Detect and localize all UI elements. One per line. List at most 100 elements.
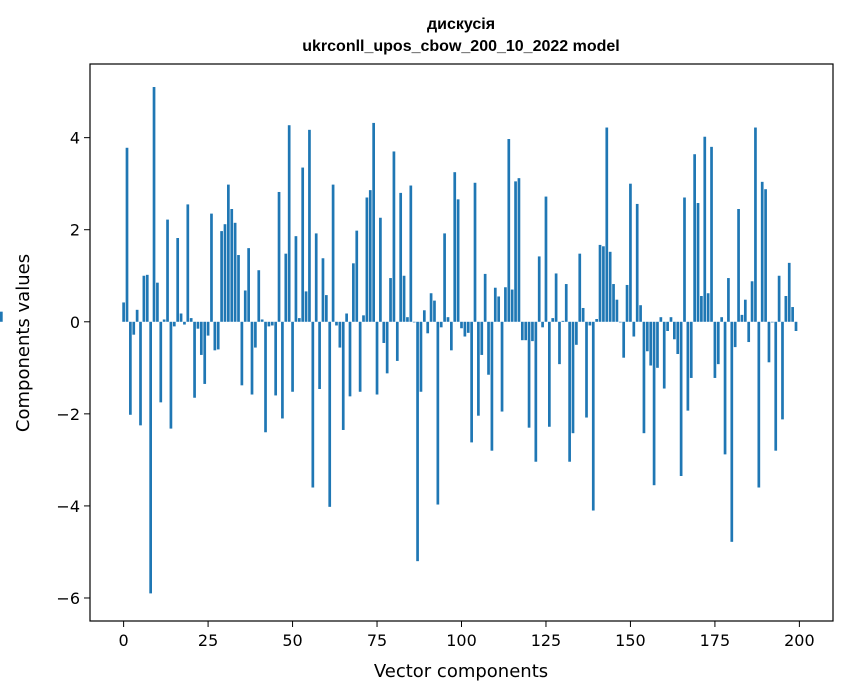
bar-110 — [493, 287, 497, 322]
x-axis-label: Vector components — [374, 661, 548, 682]
bar-18 — [183, 321, 186, 325]
bar-176 — [716, 321, 720, 365]
bar-87 — [416, 321, 419, 562]
bar-25 — [206, 321, 210, 336]
bar-90 — [426, 321, 430, 334]
bar-136 — [581, 307, 585, 322]
bar-116 — [514, 181, 517, 322]
bar-167 — [686, 321, 690, 411]
bar-153 — [639, 305, 642, 322]
bar-46 — [277, 191, 281, 322]
bar-188 — [757, 321, 761, 488]
bar-29 — [220, 231, 223, 322]
bar-51 — [294, 236, 298, 322]
x-tick-label: 75 — [367, 631, 387, 650]
bar-13 — [166, 219, 169, 322]
bar-191 — [767, 321, 771, 363]
bar-104 — [473, 182, 477, 322]
bar-142 — [602, 246, 605, 322]
bar-4 — [135, 309, 139, 322]
bar-170 — [696, 203, 700, 322]
bar-192 — [771, 321, 774, 323]
bar-97 — [450, 321, 453, 351]
bar-135 — [578, 253, 582, 322]
bar-95 — [443, 233, 446, 322]
x-tick-label: 50 — [282, 631, 302, 650]
bar-48 — [284, 253, 288, 322]
bar-80 — [392, 151, 396, 322]
bar-145 — [612, 284, 615, 322]
bar-96 — [446, 317, 450, 322]
bar-198 — [791, 307, 794, 322]
x-tick-label: 0 — [119, 631, 129, 650]
bar-199 — [794, 321, 798, 331]
bar-127 — [551, 318, 555, 322]
bar-55 — [308, 129, 311, 322]
bar-94 — [439, 321, 443, 328]
bar-89 — [422, 310, 426, 322]
bar-22 — [196, 321, 200, 329]
bar-3 — [132, 321, 136, 335]
bar-194 — [777, 275, 781, 322]
bar-178 — [723, 321, 727, 455]
bar-133 — [571, 321, 575, 434]
bar-21 — [193, 321, 196, 398]
x-axis-ticks: 0 25 50 75 100 125 150 175 200 — [119, 621, 815, 650]
bar-53 — [301, 167, 305, 322]
bar-179 — [727, 278, 730, 322]
bar-31 — [227, 184, 230, 322]
y-tick-label: 2 — [70, 221, 80, 240]
bar-100 — [460, 321, 463, 329]
bar-41 — [260, 319, 264, 322]
bar-118 — [520, 321, 524, 341]
x-tick-label: 125 — [531, 631, 562, 650]
bar-101 — [463, 321, 467, 337]
bar-82 — [399, 192, 403, 322]
x-tick-label: 25 — [198, 631, 218, 650]
bar-129 — [558, 321, 561, 365]
x-tick-label: 200 — [784, 631, 815, 650]
bar-154 — [642, 321, 646, 434]
x-tick-label: 150 — [615, 631, 646, 650]
bar-52 — [297, 318, 301, 322]
chart-title: дискусія — [427, 16, 495, 33]
bar-58 — [318, 321, 321, 389]
x-tick-label: 175 — [700, 631, 731, 650]
bar-15 — [172, 321, 176, 327]
bar-7 — [145, 274, 149, 322]
bar-114 — [507, 139, 511, 322]
bar-197 — [787, 262, 791, 322]
bar-1 — [125, 147, 129, 322]
bar-98 — [453, 172, 457, 322]
bar-65 — [341, 321, 345, 430]
bar-187 — [754, 127, 757, 322]
bar-140 — [595, 319, 598, 322]
bar-108 — [487, 321, 490, 375]
bar-27 — [213, 321, 217, 351]
bar-88 — [419, 321, 423, 392]
bar-62 — [331, 184, 335, 322]
bar-11 — [159, 321, 163, 403]
bar-43 — [267, 321, 271, 327]
bar-111 — [497, 296, 501, 322]
bar-149 — [625, 284, 629, 322]
bar-28 — [216, 321, 220, 350]
bars-group — [0, 87, 798, 594]
bar-150 — [629, 183, 632, 322]
bar-190 — [764, 189, 767, 322]
bar-38 — [250, 321, 254, 395]
bar-131 — [564, 284, 568, 322]
bar-78 — [385, 321, 389, 374]
bar-49 — [287, 125, 291, 322]
bar-8 — [149, 321, 152, 594]
bar-6 — [142, 275, 146, 322]
bar-37 — [247, 248, 250, 322]
bar-128 — [554, 273, 558, 322]
bar-69 — [355, 230, 359, 322]
bar-139 — [591, 321, 595, 511]
bar-159 — [659, 317, 663, 322]
bar-173 — [706, 293, 710, 322]
bar-undefined — [0, 311, 3, 322]
bar-162 — [669, 317, 673, 322]
